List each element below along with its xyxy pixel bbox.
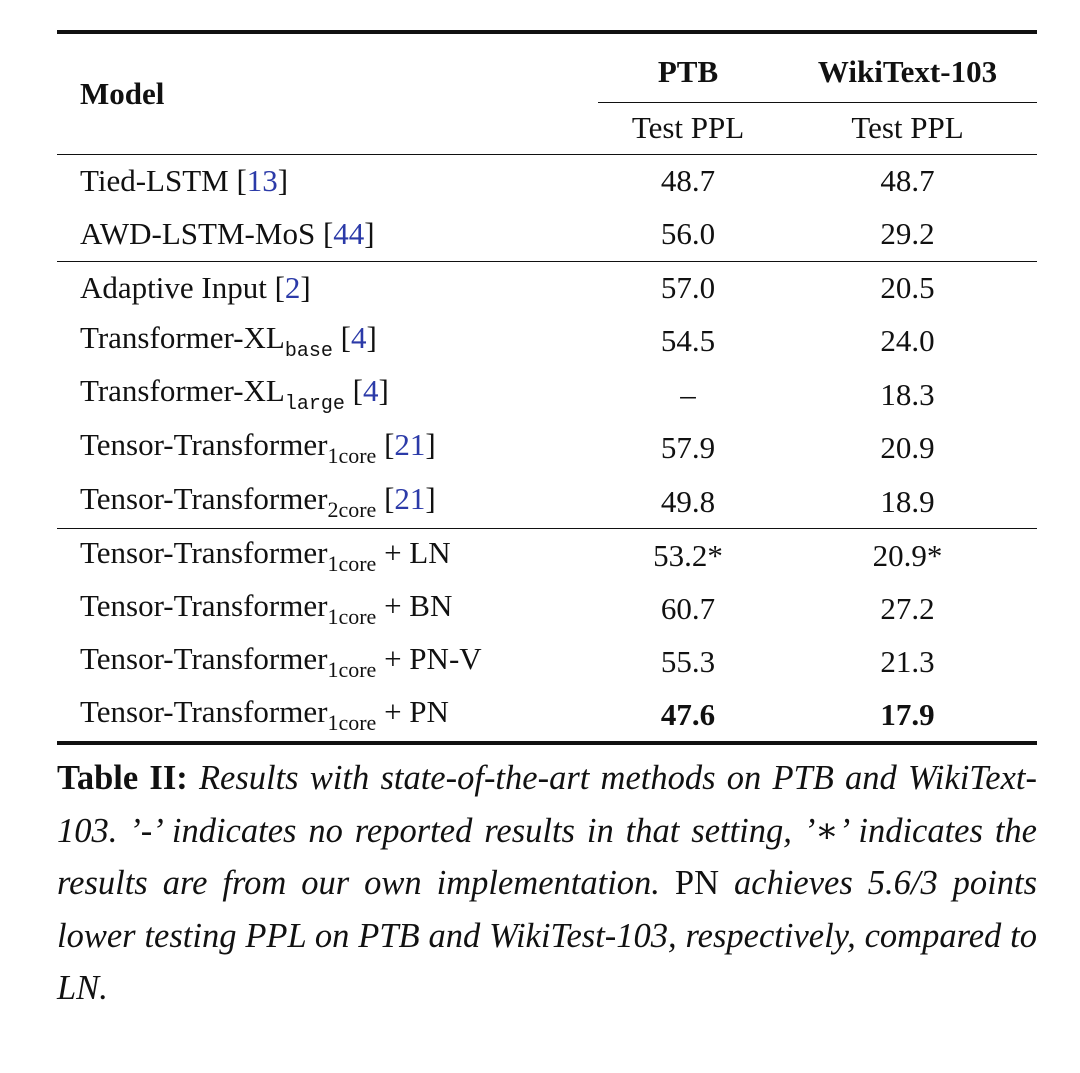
ptb-value: 48.7 — [660, 163, 716, 198]
citation: [4] — [352, 373, 389, 409]
model-subscript: 2core — [327, 496, 377, 522]
table-row: Adaptive Input [2] 57.0 20.5 — [57, 261, 1037, 315]
wiki-value: 29.2 — [880, 216, 935, 251]
ptb-value: 47.6 — [660, 696, 716, 732]
model-name: Transformer-XL — [80, 319, 285, 355]
ptb-value: 54.5 — [660, 323, 716, 359]
model-name: Tensor-Transformer — [80, 534, 328, 570]
model-subscript: 1core — [327, 657, 377, 683]
wiki-value: 18.9 — [880, 483, 935, 519]
model-name: Tensor-Transformer — [80, 641, 328, 677]
model-subscript: 1core — [327, 550, 377, 576]
wiki-value: 17.9 — [880, 696, 935, 732]
ptb-value: 55.3 — [660, 644, 716, 680]
results-table: Model PTB WikiText-103 Test PPL Test PPL… — [57, 30, 1037, 745]
model-cell: Tensor-Transformer2core [21] — [57, 475, 598, 529]
wiki-value: 27.2 — [880, 590, 935, 626]
table-row: Transformer-XLbase [4] 54.5 24.0 — [57, 315, 1037, 369]
model-name: Tensor-Transformer — [80, 427, 328, 463]
header-metric: Test PPL — [631, 110, 745, 145]
ptb-value: – — [680, 376, 696, 412]
model-name: Adaptive Input — [80, 270, 267, 305]
wiki-value: 20.9 — [880, 430, 935, 466]
caption-label: Table II: — [57, 759, 188, 797]
caption: Table II: Results with state-of-the-art … — [57, 752, 1037, 1015]
caption-text: achieves 5.6/3 points lower testing PPL … — [57, 864, 1038, 1007]
wiki-value: 20.5 — [880, 270, 935, 305]
model-name: Tensor-Transformer — [80, 693, 328, 729]
model-suffix: + PN — [384, 693, 449, 729]
model-cell: Tensor-Transformer1core + LN — [57, 529, 598, 583]
table-row: Tensor-Transformer1core + PN 47.6 17.9 — [57, 689, 1037, 743]
citation: [44] — [322, 216, 375, 251]
wiki-value: 21.3 — [880, 644, 935, 680]
model-name: Tensor-Transformer — [80, 480, 328, 516]
model-cell: Tensor-Transformer1core + PN-V — [57, 636, 598, 690]
model-cell: Tensor-Transformer1core + PN — [57, 689, 598, 743]
model-cell: AWD-LSTM-MoS [44] — [57, 208, 598, 262]
ptb-value: 60.7 — [660, 590, 716, 626]
model-subscript: large — [284, 393, 345, 417]
model-name: Tensor-Transformer — [80, 587, 328, 623]
caption-text: Results with state-of-the-art methods on… — [57, 759, 1037, 902]
table-header: Model PTB WikiText-103 Test PPL Test PPL — [57, 32, 1037, 154]
table-row: Tied-LSTM [13] 48.7 48.7 — [57, 154, 1037, 208]
citation: [2] — [274, 270, 311, 305]
row-group: Tensor-Transformer1core + LN 53.2* 20.9* Te… — [57, 528, 1037, 743]
caption-text: PN — [674, 864, 720, 902]
model-suffix: + BN — [384, 587, 453, 623]
wiki-value: 48.7 — [880, 163, 935, 198]
header-ptb: PTB — [598, 32, 778, 103]
ptb-value: 57.9 — [660, 430, 716, 466]
header-metric: Test PPL — [851, 110, 964, 145]
row-group: Tied-LSTM [13] 48.7 48.7 AWD-LSTM-MoS [44] 5… — [57, 154, 1037, 261]
header-model: Model — [80, 75, 165, 111]
citation: [4] — [340, 319, 377, 355]
model-name: Transformer-XL — [80, 373, 285, 409]
model-subscript: 1core — [327, 709, 377, 735]
model-name: AWD-LSTM-MoS — [80, 216, 316, 251]
wiki-value: 18.3 — [880, 376, 935, 412]
model-name: Tied-LSTM — [80, 163, 229, 198]
citation: [21] — [384, 480, 436, 516]
model-cell: Transformer-XLlarge [4] — [57, 368, 598, 422]
table-row: AWD-LSTM-MoS [44] 56.0 29.2 — [57, 208, 1037, 262]
ptb-value: 56.0 — [660, 216, 716, 251]
model-suffix: + LN — [384, 534, 451, 570]
model-subscript: 1core — [327, 603, 377, 629]
ptb-value: 53.2* — [653, 537, 723, 573]
table-row: Transformer-XLlarge [4] – 18.3 — [57, 368, 1037, 422]
model-subscript: 1core — [327, 443, 377, 469]
table-row: Tensor-Transformer2core [21] 49.8 18.9 — [57, 475, 1037, 529]
header-wiki: WikiText-103 — [778, 32, 1037, 103]
citation: [21] — [384, 427, 436, 463]
table-row: Tensor-Transformer1core + PN-V 55.3 21.3 — [57, 636, 1037, 690]
model-cell: Tensor-Transformer1core + BN — [57, 582, 598, 636]
table-row: Tensor-Transformer1core [21] 57.9 20.9 — [57, 422, 1037, 476]
table-row: Tensor-Transformer1core + BN 60.7 27.2 — [57, 582, 1037, 636]
model-subscript: base — [284, 339, 333, 363]
ptb-value: 49.8 — [660, 483, 716, 519]
model-suffix: + PN-V — [384, 641, 482, 677]
model-cell: Tied-LSTM [13] — [57, 154, 598, 208]
model-cell: Adaptive Input [2] — [57, 261, 598, 315]
ptb-value: 57.0 — [660, 270, 716, 305]
table-row: Tensor-Transformer1core + LN 53.2* 20.9* — [57, 529, 1037, 583]
citation: [13] — [236, 163, 289, 198]
model-cell: Transformer-XLbase [4] — [57, 315, 598, 369]
wiki-value: 24.0 — [880, 323, 935, 359]
row-group: Adaptive Input [2] 57.0 20.5 Transformer-XL… — [57, 261, 1037, 529]
model-cell: Tensor-Transformer1core [21] — [57, 422, 598, 476]
wiki-value: 20.9* — [872, 537, 943, 573]
